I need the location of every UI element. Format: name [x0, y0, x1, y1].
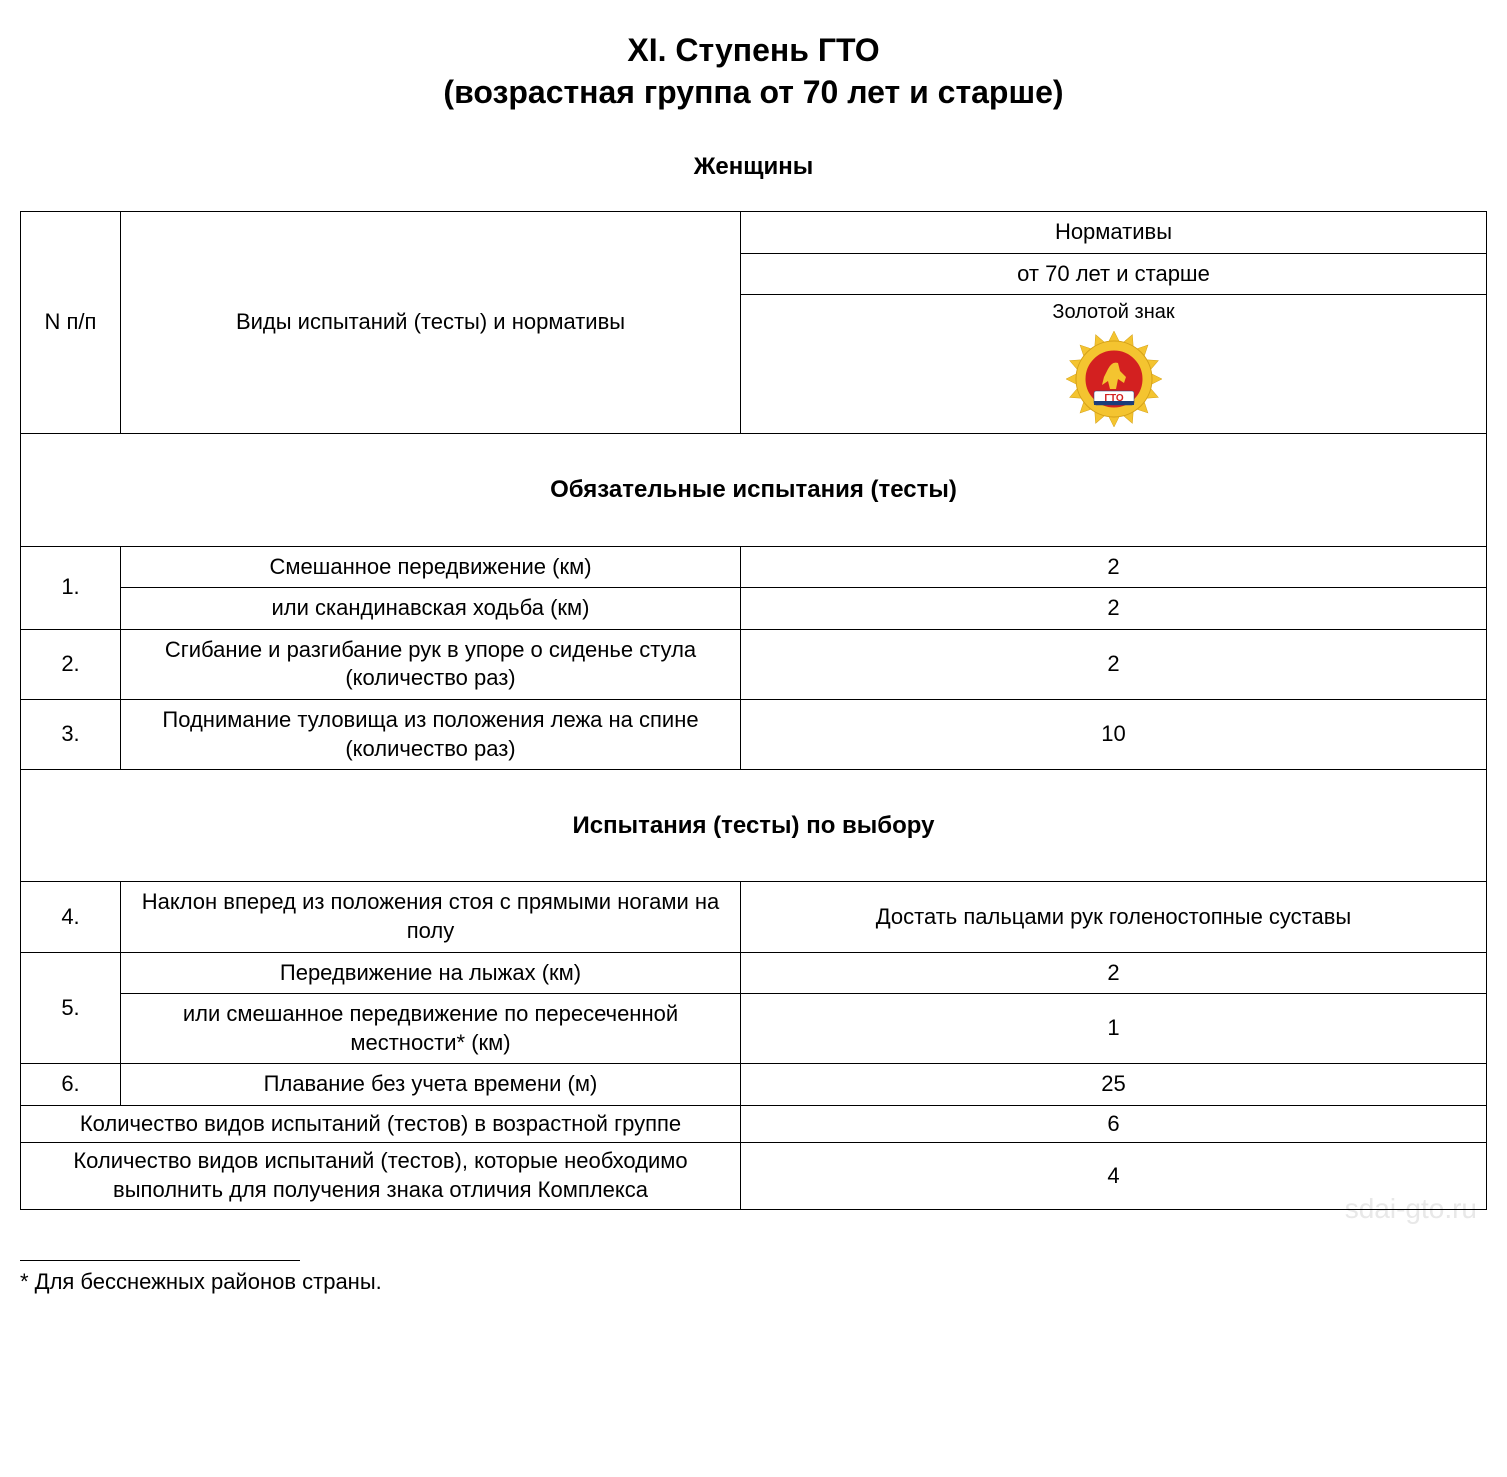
norms-table: N п/п Виды испытаний (тесты) и нормативы…: [20, 211, 1487, 1209]
summary-value: 4: [741, 1143, 1487, 1209]
summary-label: Количество видов испытаний (тестов), кот…: [21, 1143, 741, 1209]
summary-row: Количество видов испытаний (тестов) в во…: [21, 1105, 1487, 1143]
footnote-divider: [20, 1260, 300, 1261]
row-value: 10: [741, 699, 1487, 769]
row-value: 2: [741, 629, 1487, 699]
table-row: 5. Передвижение на лыжах (км) 2: [21, 952, 1487, 994]
row-value: 1: [741, 994, 1487, 1064]
row-test: Смешанное передвижение (км): [121, 546, 741, 588]
footnote: * Для бесснежных районов страны.: [20, 1269, 1487, 1295]
table-row: 6. Плавание без учета времени (м) 25: [21, 1064, 1487, 1106]
summary-label: Количество видов испытаний (тестов) в во…: [21, 1105, 741, 1143]
section-optional-label: Испытания (тесты) по выбору: [21, 770, 1487, 882]
table-row: 2. Сгибание и разгибание рук в упоре о с…: [21, 629, 1487, 699]
row-test: Поднимание туловища из положения лежа на…: [121, 699, 741, 769]
table-row: 3. Поднимание туловища из положения лежа…: [21, 699, 1487, 769]
row-value: 2: [741, 588, 1487, 630]
row-num: 3.: [21, 699, 121, 769]
row-value: 2: [741, 952, 1487, 994]
row-num: 1.: [21, 546, 121, 629]
title-line-2: (возрастная группа от 70 лет и старше): [20, 72, 1487, 114]
row-value: 2: [741, 546, 1487, 588]
header-tests: Виды испытаний (тесты) и нормативы: [121, 212, 741, 434]
section-optional: Испытания (тесты) по выбору: [21, 770, 1487, 882]
header-row-1: N п/п Виды испытаний (тесты) и нормативы…: [21, 212, 1487, 254]
row-value: Достать пальцами рук голеностопные суста…: [741, 882, 1487, 952]
row-test: или скандинавская ходьба (км): [121, 588, 741, 630]
header-age: от 70 лет и старше: [741, 253, 1487, 295]
summary-row: Количество видов испытаний (тестов), кот…: [21, 1143, 1487, 1209]
section-mandatory: Обязательные испытания (тесты): [21, 434, 1487, 546]
badge-label: Золотой знак: [745, 299, 1482, 325]
section-mandatory-label: Обязательные испытания (тесты): [21, 434, 1487, 546]
row-num: 4.: [21, 882, 121, 952]
table-row: 1. Смешанное передвижение (км) 2: [21, 546, 1487, 588]
row-test: Сгибание и разгибание рук в упоре о сиде…: [121, 629, 741, 699]
row-num: 6.: [21, 1064, 121, 1106]
row-value: 25: [741, 1064, 1487, 1106]
row-num: 5.: [21, 952, 121, 1064]
row-test: Наклон вперед из положения стоя с прямым…: [121, 882, 741, 952]
table-row: или смешанное передвижение по пересеченн…: [21, 994, 1487, 1064]
table-row: или скандинавская ходьба (км) 2: [21, 588, 1487, 630]
table-row: 4. Наклон вперед из положения стоя с пря…: [21, 882, 1487, 952]
summary-value: 6: [741, 1105, 1487, 1143]
row-test: Плавание без учета времени (м): [121, 1064, 741, 1106]
row-test: или смешанное передвижение по пересеченн…: [121, 994, 741, 1064]
svg-text:ГТО: ГТО: [1104, 393, 1124, 404]
header-badge-cell: Золотой знак: [741, 295, 1487, 434]
header-num: N п/п: [21, 212, 121, 434]
gender-label: Женщины: [20, 153, 1487, 181]
row-num: 2.: [21, 629, 121, 699]
header-norms: Нормативы: [741, 212, 1487, 254]
row-test: Передвижение на лыжах (км): [121, 952, 741, 994]
page-title-block: XI. Ступень ГТО (возрастная группа от 70…: [20, 30, 1487, 113]
gto-badge-icon: ГТО: [1064, 329, 1164, 429]
title-line-1: XI. Ступень ГТО: [20, 30, 1487, 72]
